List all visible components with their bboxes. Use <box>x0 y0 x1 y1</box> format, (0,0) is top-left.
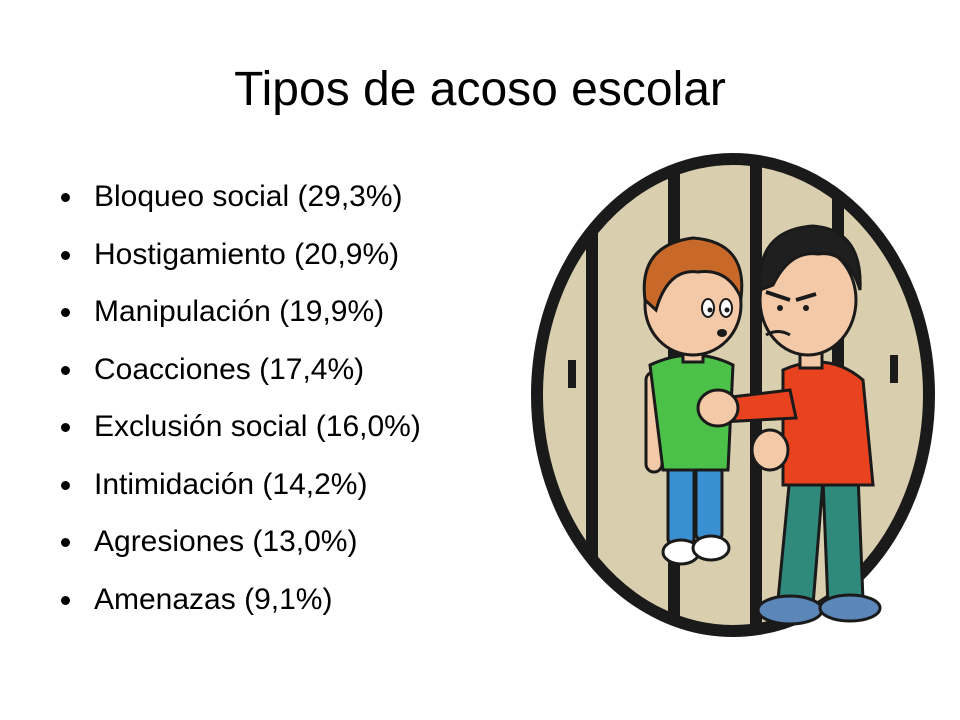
bullet-dot-icon <box>61 193 70 202</box>
victim-figure <box>642 236 744 566</box>
bullet-text: Amenazas (9,1%) <box>94 582 333 616</box>
bullet-dot-icon <box>61 365 70 375</box>
bullet-dot-icon <box>61 480 70 490</box>
bullet-text: Hostigamiento (20,9%) <box>94 237 400 271</box>
bullet-item: Exclusión social (16,0%) <box>56 398 526 456</box>
bullet-item: Amenazas (9,1%) <box>56 571 526 629</box>
bullet-dot-icon <box>61 250 70 260</box>
bullet-text: Bloqueo social (29,3%) <box>94 180 403 213</box>
bullet-dot-icon <box>61 538 70 547</box>
bullet-text: Coacciones (17,4%) <box>94 352 365 386</box>
bullet-dot-icon <box>61 308 70 317</box>
bullet-item: Bloqueo social (29,3%) <box>56 168 526 226</box>
bullet-text: Exclusión social (16,0%) <box>94 410 421 443</box>
bullet-item: Coacciones (17,4%) <box>56 341 526 399</box>
bullet-item: Hostigamiento (20,9%) <box>56 226 526 284</box>
bullet-text: Manipulación (19,9%) <box>94 295 385 328</box>
bullying-cartoon-illustration-icon <box>531 153 935 637</box>
bullet-text: Agresiones (13,0%) <box>94 525 358 558</box>
bullet-dot-icon <box>61 595 70 605</box>
bullet-dot-icon <box>61 423 70 432</box>
bullet-item: Manipulación (19,9%) <box>56 283 526 341</box>
bullet-item: Intimidación (14,2%) <box>56 456 526 514</box>
bullet-list: Bloqueo social (29,3%) Hostigamiento (20… <box>56 168 526 628</box>
slide-title: Tipos de acoso escolar <box>234 63 726 116</box>
bullet-item: Agresiones (13,0%) <box>56 513 526 571</box>
bullet-text: Intimidación (14,2%) <box>94 467 368 501</box>
bully-figure <box>696 224 882 626</box>
